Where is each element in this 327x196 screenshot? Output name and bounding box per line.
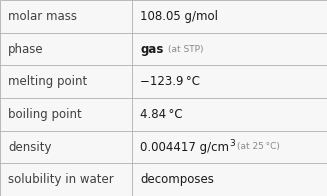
Text: density: density (8, 141, 51, 153)
Text: molar mass: molar mass (8, 10, 77, 23)
Text: melting point: melting point (8, 75, 87, 88)
Text: 108.05 g/mol: 108.05 g/mol (140, 10, 218, 23)
Text: decomposes: decomposes (140, 173, 214, 186)
Text: phase: phase (8, 43, 43, 55)
Text: 4.84 °C: 4.84 °C (140, 108, 183, 121)
Text: boiling point: boiling point (8, 108, 82, 121)
Text: −123.9 °C: −123.9 °C (140, 75, 200, 88)
Text: (at 25 °C): (at 25 °C) (237, 142, 280, 152)
Text: 3: 3 (230, 139, 235, 148)
Text: gas: gas (140, 43, 164, 55)
Text: (at STP): (at STP) (168, 44, 204, 54)
Text: 0.004417 g/cm: 0.004417 g/cm (140, 141, 230, 153)
Text: solubility in water: solubility in water (8, 173, 114, 186)
